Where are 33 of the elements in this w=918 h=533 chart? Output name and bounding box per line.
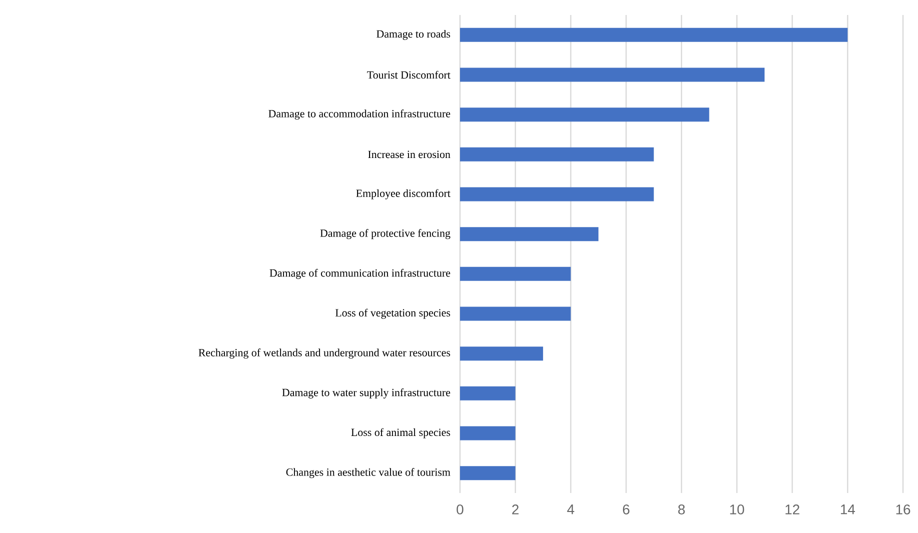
y-tick-label: Damage to accommodation infrastructure	[268, 110, 450, 120]
y-tick-label: Recharging of wetlands and underground water resources	[198, 348, 450, 359]
x-tick-label: 16	[896, 504, 910, 514]
bar	[460, 147, 654, 162]
bar	[460, 108, 710, 122]
x-tick-label: 6	[622, 504, 630, 514]
y-tick-label: Loss of vegetation species	[335, 308, 450, 319]
x-tick-label: 2	[512, 504, 519, 514]
y-tick-label: Increase in erosion	[368, 150, 450, 158]
y-tick-label: Loss of animal species	[351, 428, 450, 438]
y-tick-label: Damage of protective fencing	[320, 229, 450, 240]
x-tick-label: 0	[456, 504, 464, 514]
bar	[460, 466, 516, 480]
x-tick-label: 10	[730, 504, 744, 514]
bar	[460, 266, 571, 281]
x-tick-label: 8	[678, 504, 685, 514]
bar	[460, 68, 765, 82]
bar	[460, 426, 516, 440]
bar	[460, 386, 516, 400]
x-tick-label: 4	[567, 504, 574, 514]
bar	[460, 187, 654, 202]
y-tick-label: Employee discomfort	[356, 189, 450, 200]
y-tick-label: Changes in aesthetic value of tourism	[286, 468, 450, 478]
y-tick-label: Damage to roads	[376, 30, 450, 40]
bar	[460, 28, 848, 42]
bar	[460, 227, 598, 242]
y-tick-label: Tourist Discomfort	[367, 70, 450, 79]
x-tick-label: 12	[786, 504, 800, 514]
y-tick-label: Damage of communication infrastructure	[270, 268, 450, 279]
x-tick-label: 14	[840, 504, 855, 514]
bar	[460, 306, 571, 321]
y-tick-label: Damage to water supply infrastructure	[282, 388, 450, 398]
bar	[460, 346, 544, 361]
